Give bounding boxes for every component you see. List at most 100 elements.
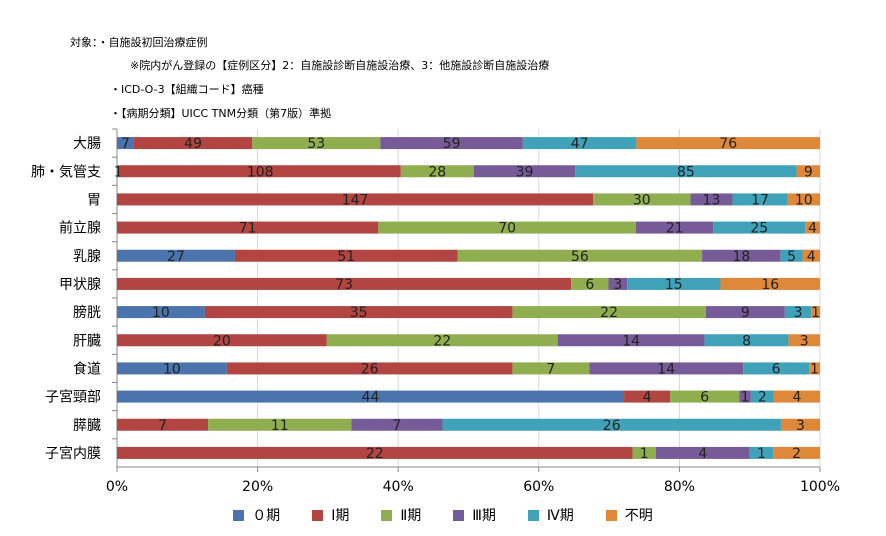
legend-label: 不明 [624,508,653,524]
legend-entry: Ⅲ期 [453,505,496,525]
data-label: 6 [700,390,709,406]
bar-segment [805,221,820,234]
data-label: 14 [657,361,675,377]
data-label: 7 [546,361,555,377]
bar-segment [720,277,820,290]
data-label: 4 [643,390,652,406]
data-label: 85 [677,164,695,180]
bar-segment [557,334,705,347]
legend-swatch [605,509,617,521]
category-label: 乳腺 [73,249,101,265]
bar-segment [442,418,781,431]
x-tick-label: 40% [383,479,414,495]
x-tick-label: 20% [242,479,273,495]
data-label: 1 [640,446,649,462]
note-line-3: ・ICD-O-3【組織コード】癌種 [110,83,264,96]
bar-segment [732,193,788,206]
bar-segment [117,362,227,375]
data-label: 4 [808,221,817,237]
bar-segment [571,277,609,290]
data-label: 8 [742,333,751,349]
data-label: 28 [428,164,446,180]
data-label: 3 [613,277,622,293]
category-label: 子宮頸部 [45,390,101,406]
data-label: 9 [741,305,750,321]
bar-segment [117,418,209,431]
data-label: 70 [498,221,516,237]
bar-segment [473,165,576,178]
bar-segment [252,137,381,150]
bar-segment [608,277,628,290]
bar-segment [788,334,820,347]
data-label: 16 [761,277,779,293]
data-label: 4 [698,446,707,462]
bar-segment [117,193,594,206]
bar-segment [117,277,572,290]
data-label: 6 [772,361,781,377]
data-label: 3 [796,418,805,434]
data-label: 21 [666,221,684,237]
data-label: 17 [751,192,769,208]
x-tick-label: 80% [664,479,695,495]
bar-segment [326,334,558,347]
legend-swatch [381,509,393,521]
category-label: 膀胱 [73,304,101,321]
data-label: 59 [443,136,461,152]
category-label: 前立腺 [59,220,101,237]
bar-segment [512,362,590,375]
note-line-4: ・【病期分類】UICC TNM分類（第7版）準拠 [110,107,332,120]
legend-entry: ０期 [233,505,280,525]
legend-label: ０期 [252,508,281,524]
bar-segment [636,137,820,150]
data-label: 22 [433,333,451,349]
bar-segment [234,249,458,262]
bar-segment [400,165,474,178]
bar-segment [713,221,806,234]
bar-segment [117,249,235,262]
data-label: 53 [307,136,325,152]
bar-segment [787,193,820,206]
data-label: 1 [114,164,123,180]
legend-swatch [453,509,465,521]
data-label: 5 [787,249,796,265]
bar-segment [784,306,812,319]
legend-label: Ⅲ期 [472,508,496,524]
bar-segment [702,249,781,262]
data-label: 7 [392,418,401,434]
bar-segment [589,362,744,375]
data-label: 22 [366,446,384,462]
bar-segment [773,390,820,403]
data-label: 47 [571,136,589,152]
bar-segment [750,390,774,403]
bar-segment [811,306,820,319]
bar-segment [117,446,633,459]
data-label: 35 [350,305,368,321]
bar-segment [670,390,740,403]
data-label: 6 [585,277,594,293]
x-tick-label: 60% [523,479,554,495]
legend-entry: Ⅳ期 [527,505,574,525]
data-label: 73 [335,277,353,293]
data-label: 22 [600,305,618,321]
bar-segment [593,193,691,206]
bar-segment [773,446,820,459]
bar-segment [624,390,671,403]
category-label: 甲状腺 [59,277,101,293]
bar-segment [117,334,327,347]
bar-segment [457,249,703,262]
data-label: 9 [804,164,813,180]
bar-segment [380,137,523,150]
bar-segment [117,221,379,234]
category-label: 膵臓 [73,418,101,434]
data-label: 15 [665,277,683,293]
bar-segment [809,362,820,375]
data-label: 27 [167,249,185,265]
data-label: 1 [757,446,766,462]
bar-segment [575,165,797,178]
bar-segment [208,418,352,431]
bar-segment [226,362,513,375]
bar-segment [635,221,714,234]
legend-entry: 不明 [605,505,653,525]
data-label: 44 [362,390,380,406]
bar-segment [690,193,733,206]
